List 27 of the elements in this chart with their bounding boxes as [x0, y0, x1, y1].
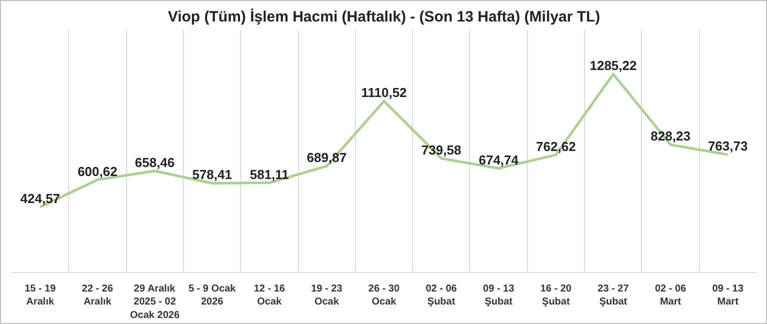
data-label: 674,74	[478, 152, 520, 168]
data-label: 763,73	[708, 138, 748, 154]
data-label: 424,57	[20, 190, 60, 206]
x-tick-label: 09 - 13 Şubat	[483, 284, 515, 308]
x-tick-label: 02 - 06 Mart	[654, 284, 687, 308]
data-label: 581,11	[250, 166, 289, 182]
x-tick-label: 26 - 30 Ocak	[368, 284, 400, 308]
data-label: 658,46	[134, 154, 175, 170]
x-tick-label: 29 Aralık 2025 - 02 Ocak 2026	[130, 284, 180, 321]
x-tick-label: 09 - 13 Mart	[712, 284, 744, 308]
x-tick-label: 22 - 26 Aralık	[82, 284, 114, 308]
data-label: 762,62	[536, 138, 576, 154]
x-tick-label: 19 - 23 Ocak	[311, 284, 343, 308]
data-label: 600,62	[78, 164, 118, 179]
x-tick-label: 12 - 16 Ocak	[254, 284, 286, 308]
data-label: 1285,22	[590, 58, 637, 74]
data-label: 689,87	[306, 150, 347, 166]
x-tick-label: 23 - 27 Şubat	[598, 284, 630, 308]
x-tick-label: 5 - 9 Ocak 2026	[188, 284, 236, 308]
x-tick-label: 16 - 20 Şubat	[540, 284, 572, 308]
data-label: 828,23	[650, 128, 690, 144]
x-tick-label: 02 - 06 Şubat	[426, 284, 458, 308]
x-tick-label: 15 - 19 Aralık	[24, 284, 56, 308]
data-label: 739,58	[421, 142, 462, 158]
chart-title: Viop (Tüm) İşlem Hacmi (Haftalık) - (Son 13 Hafta) (Milyar TL)	[168, 8, 600, 26]
data-label: 1110,52	[361, 85, 407, 100]
data-label: 578,41	[192, 167, 232, 182]
